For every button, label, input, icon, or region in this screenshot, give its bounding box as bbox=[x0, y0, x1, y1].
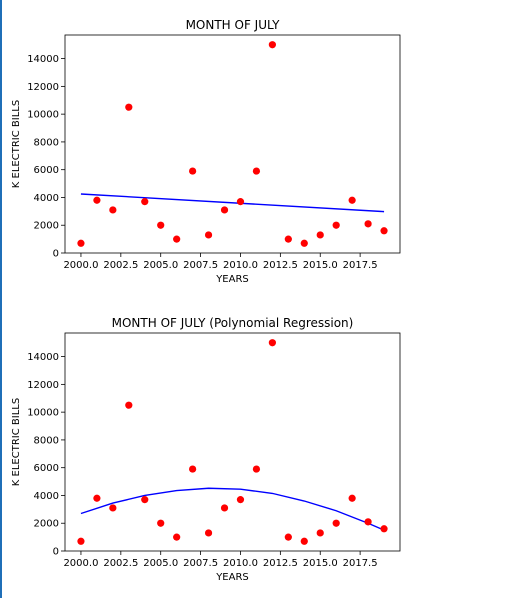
y-tick-label: 8000 bbox=[34, 435, 59, 446]
x-axis-label: YEARS bbox=[215, 274, 249, 285]
y-tick-label: 10000 bbox=[27, 408, 59, 419]
data-point bbox=[332, 221, 340, 229]
data-point bbox=[316, 231, 324, 239]
data-point bbox=[348, 196, 356, 204]
data-point bbox=[268, 41, 276, 49]
data-point bbox=[332, 519, 340, 527]
data-point bbox=[189, 167, 197, 175]
data-point bbox=[252, 465, 261, 473]
data-point bbox=[380, 227, 388, 235]
data-point bbox=[141, 198, 149, 206]
data-point bbox=[125, 103, 133, 111]
y-tick-label: 12000 bbox=[27, 380, 59, 391]
data-point bbox=[93, 494, 101, 502]
x-axis-label: YEARS bbox=[215, 572, 249, 583]
data-point bbox=[364, 518, 372, 526]
y-tick-label: 6000 bbox=[34, 165, 59, 176]
y-tick-label: 12000 bbox=[27, 82, 59, 93]
chart-2: MONTH OF JULY (Polynomial Regression) 0 20… bbox=[11, 316, 401, 583]
data-point bbox=[236, 496, 245, 504]
y-tick-label: 0 bbox=[53, 249, 59, 260]
y-tick-label: 6000 bbox=[34, 463, 59, 474]
x-tick-label: 2005.0 bbox=[143, 260, 178, 271]
data-point bbox=[77, 239, 85, 247]
x-tick-label: 2005.0 bbox=[143, 558, 178, 569]
data-point bbox=[252, 167, 261, 175]
y-axis-label: K ELECTRIC BILLS bbox=[11, 100, 22, 188]
data-point bbox=[189, 465, 197, 473]
data-point bbox=[157, 519, 165, 527]
data-point bbox=[204, 231, 213, 239]
y-tick-label: 14000 bbox=[27, 54, 59, 65]
y-tick-label: 8000 bbox=[34, 137, 59, 148]
y-tick-label: 4000 bbox=[34, 491, 59, 502]
data-point bbox=[109, 206, 117, 214]
y-tick-label: 4000 bbox=[34, 193, 59, 204]
data-point bbox=[316, 529, 324, 537]
y-tick-label: 14000 bbox=[27, 352, 59, 363]
window-left-border bbox=[0, 0, 2, 598]
polynomial-fit-curve bbox=[80, 487, 385, 531]
x-tick-label: 2015.0 bbox=[303, 260, 338, 271]
data-point bbox=[268, 339, 276, 347]
linear-fit-line bbox=[80, 193, 385, 213]
plot-frame bbox=[64, 34, 401, 254]
data-point bbox=[284, 235, 292, 243]
x-tick-label: 2002.5 bbox=[103, 260, 138, 271]
y-tick-label: 10000 bbox=[27, 110, 59, 121]
chart-1: MONTH OF JULY 0 2000 4000 6000 8000 10000 12000… bbox=[11, 18, 401, 285]
data-point bbox=[284, 533, 292, 541]
data-point bbox=[380, 525, 388, 533]
x-tick-label: 2010.0 bbox=[223, 558, 258, 569]
data-point bbox=[93, 196, 101, 204]
y-axis-label: K ELECTRIC BILLS bbox=[11, 398, 22, 486]
data-point bbox=[125, 401, 133, 409]
data-point bbox=[77, 537, 85, 545]
data-point bbox=[173, 533, 181, 541]
plot-frame bbox=[64, 332, 401, 552]
data-point bbox=[141, 496, 149, 504]
x-tick-label: 2002.5 bbox=[103, 558, 138, 569]
data-point bbox=[204, 529, 213, 537]
data-point bbox=[220, 504, 229, 512]
y-tick-label: 2000 bbox=[34, 519, 59, 530]
chart-title: MONTH OF JULY bbox=[186, 18, 281, 32]
x-tick-label: 2007.5 bbox=[183, 558, 218, 569]
x-tick-label: 2010.0 bbox=[223, 260, 258, 271]
y-tick-label: 2000 bbox=[34, 221, 59, 232]
data-point bbox=[300, 537, 308, 545]
data-point bbox=[348, 494, 356, 502]
x-tick-label: 2012.5 bbox=[263, 558, 298, 569]
chart-title: MONTH OF JULY (Polynomial Regression) bbox=[112, 316, 354, 330]
data-point bbox=[173, 235, 181, 243]
data-point bbox=[364, 220, 372, 228]
data-point bbox=[220, 206, 229, 214]
x-tick-label: 2015.0 bbox=[303, 558, 338, 569]
x-tick-label: 2000.0 bbox=[63, 260, 98, 271]
x-tick-label: 2017.5 bbox=[343, 260, 378, 271]
y-tick-label: 0 bbox=[53, 547, 59, 558]
data-point bbox=[236, 198, 245, 206]
x-tick-label: 2012.5 bbox=[263, 260, 298, 271]
data-point bbox=[157, 221, 165, 229]
data-point bbox=[109, 504, 117, 512]
x-tick-label: 2000.0 bbox=[63, 558, 98, 569]
data-point bbox=[300, 239, 308, 247]
x-tick-label: 2017.5 bbox=[343, 558, 378, 569]
x-tick-label: 2007.5 bbox=[183, 260, 218, 271]
